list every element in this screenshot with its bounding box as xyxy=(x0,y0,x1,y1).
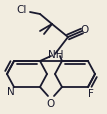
Text: O: O xyxy=(81,25,89,35)
Text: Cl: Cl xyxy=(17,5,27,15)
Text: O: O xyxy=(47,98,55,108)
Text: NH: NH xyxy=(48,50,64,60)
Text: F: F xyxy=(88,88,94,98)
Text: N: N xyxy=(7,86,15,96)
